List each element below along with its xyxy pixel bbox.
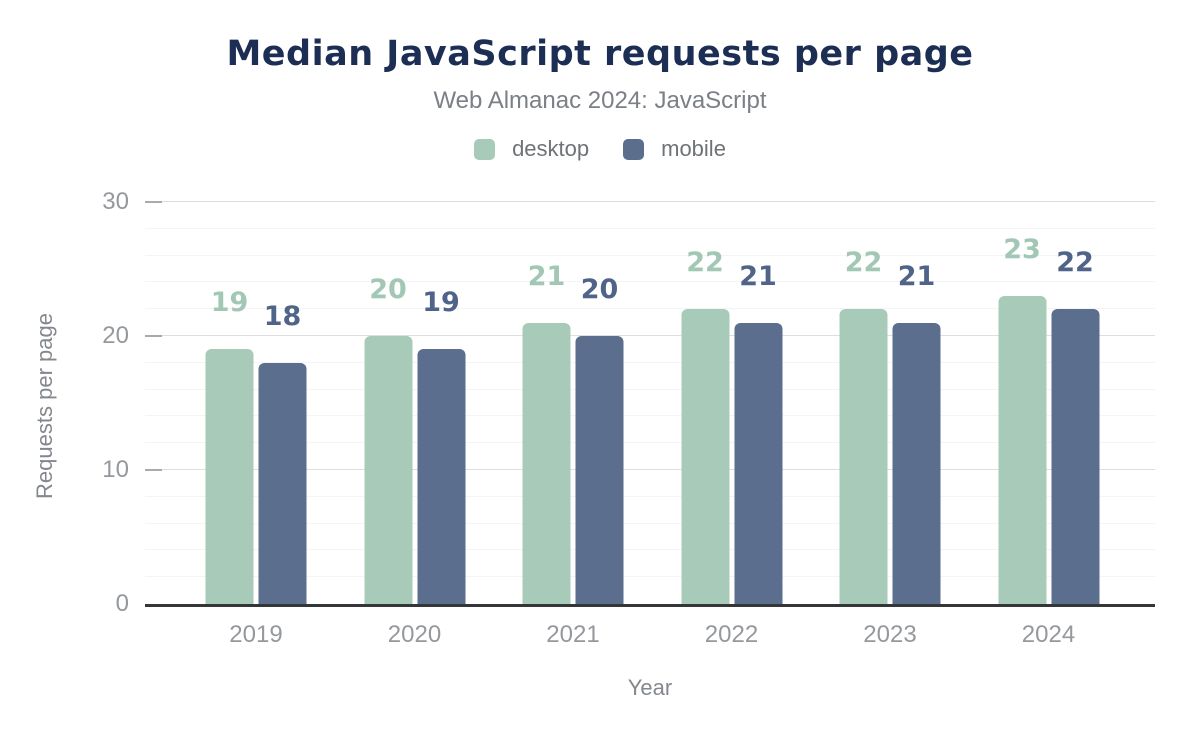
major-gridline bbox=[145, 469, 1155, 470]
x-tick-label: 2021 bbox=[546, 621, 600, 648]
bar-group: 19 18 bbox=[205, 287, 307, 604]
legend: desktop mobile bbox=[0, 136, 1200, 162]
bar-value-label: 21 bbox=[527, 260, 566, 292]
bar-value-label: 21 bbox=[897, 260, 936, 292]
minor-gridline bbox=[145, 576, 1155, 578]
legend-item-mobile: mobile bbox=[623, 136, 726, 162]
bar-value-label: 22 bbox=[686, 247, 724, 279]
minor-gridline bbox=[145, 415, 1155, 417]
desktop-bar bbox=[205, 349, 254, 604]
bar-value-label: 19 bbox=[422, 287, 460, 319]
bar-value-label: 23 bbox=[1003, 233, 1041, 265]
bar-group: 22 21 bbox=[839, 247, 941, 604]
desktop-bar bbox=[839, 309, 888, 604]
minor-gridline bbox=[145, 227, 1155, 229]
chart-title: Median JavaScript requests per page bbox=[226, 34, 974, 74]
plot-area: 0 10 20 30 19 18 2019 20 19 2020 21 20 2021 22 21 2022 2… bbox=[102, 190, 1155, 648]
minor-gridline bbox=[145, 549, 1155, 551]
bar-column: 21 bbox=[734, 261, 782, 604]
bar-column: 20 bbox=[364, 274, 412, 604]
bar-column: 19 bbox=[417, 287, 465, 604]
minor-gridline bbox=[145, 361, 1155, 363]
bar-group: 23 22 bbox=[998, 234, 1099, 604]
x-tick-label: 2019 bbox=[229, 621, 283, 648]
legend-label-desktop: desktop bbox=[512, 136, 590, 161]
x-tick-label: 2020 bbox=[387, 621, 442, 648]
minor-gridline bbox=[145, 495, 1155, 497]
bar-column: 19 bbox=[205, 287, 254, 604]
bar-column: 22 bbox=[681, 247, 729, 604]
mobile-bar bbox=[258, 362, 307, 604]
x-tick-label: 2024 bbox=[1021, 621, 1076, 648]
x-axis-title: Year bbox=[627, 675, 673, 700]
chart-area: Requests per page 0 10 20 30 19 18 2019 20 19 202… bbox=[32, 190, 1155, 648]
bar-value-label: 21 bbox=[739, 260, 777, 292]
minor-gridline bbox=[145, 254, 1155, 256]
bar-group: 20 19 bbox=[364, 274, 465, 604]
minor-gridline bbox=[145, 388, 1155, 390]
mobile-bar bbox=[892, 322, 941, 604]
legend-label-mobile: mobile bbox=[661, 136, 726, 161]
y-tick-label: 30 bbox=[102, 188, 129, 215]
bar-value-label: 19 bbox=[210, 287, 249, 319]
y-tickmark bbox=[145, 469, 162, 471]
y-tick-label: 10 bbox=[102, 456, 129, 483]
desktop-swatch bbox=[474, 138, 496, 160]
desktop-bar bbox=[364, 336, 412, 604]
desktop-bar bbox=[998, 295, 1046, 604]
bar-column: 18 bbox=[258, 300, 307, 604]
bar-value-label: 22 bbox=[844, 247, 883, 279]
bar-column: 21 bbox=[892, 260, 941, 604]
minor-gridline bbox=[145, 308, 1155, 310]
x-tick-label: 2022 bbox=[704, 621, 759, 648]
mobile-bar bbox=[575, 336, 624, 604]
desktop-bar bbox=[522, 322, 571, 604]
mobile-bar bbox=[1051, 309, 1099, 604]
mobile-swatch bbox=[623, 138, 645, 160]
chart-subtitle: Web Almanac 2024: JavaScript bbox=[433, 87, 767, 114]
bar-column: 22 bbox=[839, 247, 888, 604]
bar-value-label: 20 bbox=[369, 274, 407, 305]
bar-column: 21 bbox=[522, 260, 571, 604]
bar-value-label: 20 bbox=[580, 274, 619, 305]
mobile-bar bbox=[417, 349, 465, 604]
minor-gridline bbox=[145, 281, 1155, 283]
major-gridline bbox=[145, 201, 1155, 202]
y-tick-label: 0 bbox=[115, 590, 129, 617]
bar-column: 22 bbox=[1051, 247, 1099, 604]
bar-value-label: 18 bbox=[263, 300, 302, 332]
bar-column: 23 bbox=[998, 234, 1046, 604]
legend-item-desktop: desktop bbox=[474, 136, 589, 162]
desktop-bar bbox=[681, 309, 729, 604]
y-tickmark bbox=[145, 201, 162, 203]
bar-value-label: 22 bbox=[1056, 247, 1094, 279]
major-gridline bbox=[145, 335, 1155, 336]
y-tick-label: 20 bbox=[102, 322, 129, 349]
bar-group: 21 20 bbox=[522, 260, 624, 604]
minor-gridline bbox=[145, 522, 1155, 524]
y-tickmark bbox=[145, 335, 162, 337]
y-axis-title: Requests per page bbox=[32, 313, 57, 499]
bar-column: 20 bbox=[575, 274, 624, 604]
x-tick-label: 2023 bbox=[863, 621, 917, 648]
bar-group: 22 21 bbox=[681, 247, 782, 604]
minor-gridline bbox=[145, 442, 1155, 444]
mobile-bar bbox=[734, 322, 782, 604]
